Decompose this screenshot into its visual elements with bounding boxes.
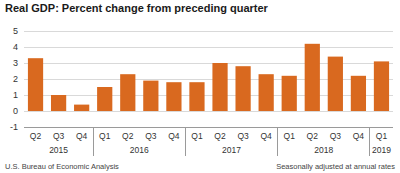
bar <box>28 58 43 111</box>
x-tick-label: Q4 <box>76 131 88 141</box>
year-label: 2017 <box>222 145 241 155</box>
x-tick-label: Q1 <box>191 131 203 141</box>
x-tick-label: Q4 <box>353 131 365 141</box>
year-label: 2015 <box>49 145 68 155</box>
bar <box>212 63 227 111</box>
bar <box>328 57 343 111</box>
year-separator <box>277 127 278 156</box>
x-tick-label: Q2 <box>307 131 319 141</box>
y-tick-label: 1 <box>13 90 18 100</box>
y-tick-label: -1 <box>10 122 18 132</box>
note: Seasonally adjusted at annual rates <box>276 162 395 171</box>
bar <box>74 105 89 111</box>
bar <box>120 74 135 111</box>
x-tick-label: Q3 <box>145 131 157 141</box>
x-tick-label: Q3 <box>330 131 342 141</box>
grid-line <box>24 127 393 128</box>
y-tick-label: 4 <box>13 42 18 52</box>
grid-line <box>24 31 393 32</box>
x-tick-label: Q4 <box>168 131 180 141</box>
bar <box>235 66 250 111</box>
chart-svg: Real GDP: Percent change from preceding … <box>0 0 400 173</box>
bar <box>259 74 274 111</box>
bar <box>305 44 320 111</box>
year-label: 2019 <box>372 145 391 155</box>
y-tick-label: 5 <box>13 26 18 36</box>
year-separator <box>185 127 186 156</box>
chart-root: Real GDP: Percent change from preceding … <box>0 0 400 173</box>
x-tick-label: Q2 <box>214 131 226 141</box>
bar <box>97 87 112 111</box>
y-tick-label: 0 <box>13 106 18 116</box>
x-tick-label: Q3 <box>237 131 249 141</box>
x-tick-label: Q1 <box>376 131 388 141</box>
x-tick-label: Q2 <box>122 131 134 141</box>
source: U.S. Bureau of Economic Analysis <box>5 162 119 171</box>
x-tick-label: Q3 <box>53 131 65 141</box>
year-separator <box>93 127 94 156</box>
bar <box>351 76 366 111</box>
x-tick-label: Q1 <box>99 131 111 141</box>
year-label: 2018 <box>314 145 333 155</box>
bar <box>143 81 158 111</box>
bar <box>282 76 297 111</box>
y-tick-label: 3 <box>13 58 18 68</box>
bar <box>166 82 181 111</box>
year-label: 2016 <box>130 145 149 155</box>
grid-line <box>24 47 393 48</box>
x-tick-label: Q2 <box>30 131 42 141</box>
year-separator <box>369 127 370 156</box>
title: Real GDP: Percent change from preceding … <box>5 2 269 14</box>
x-tick-label: Q1 <box>284 131 296 141</box>
bar <box>374 61 389 111</box>
y-tick-label: 2 <box>13 74 18 84</box>
bars <box>28 44 389 111</box>
x-tick-label: Q4 <box>260 131 272 141</box>
bar <box>51 95 66 111</box>
bar <box>189 82 204 111</box>
